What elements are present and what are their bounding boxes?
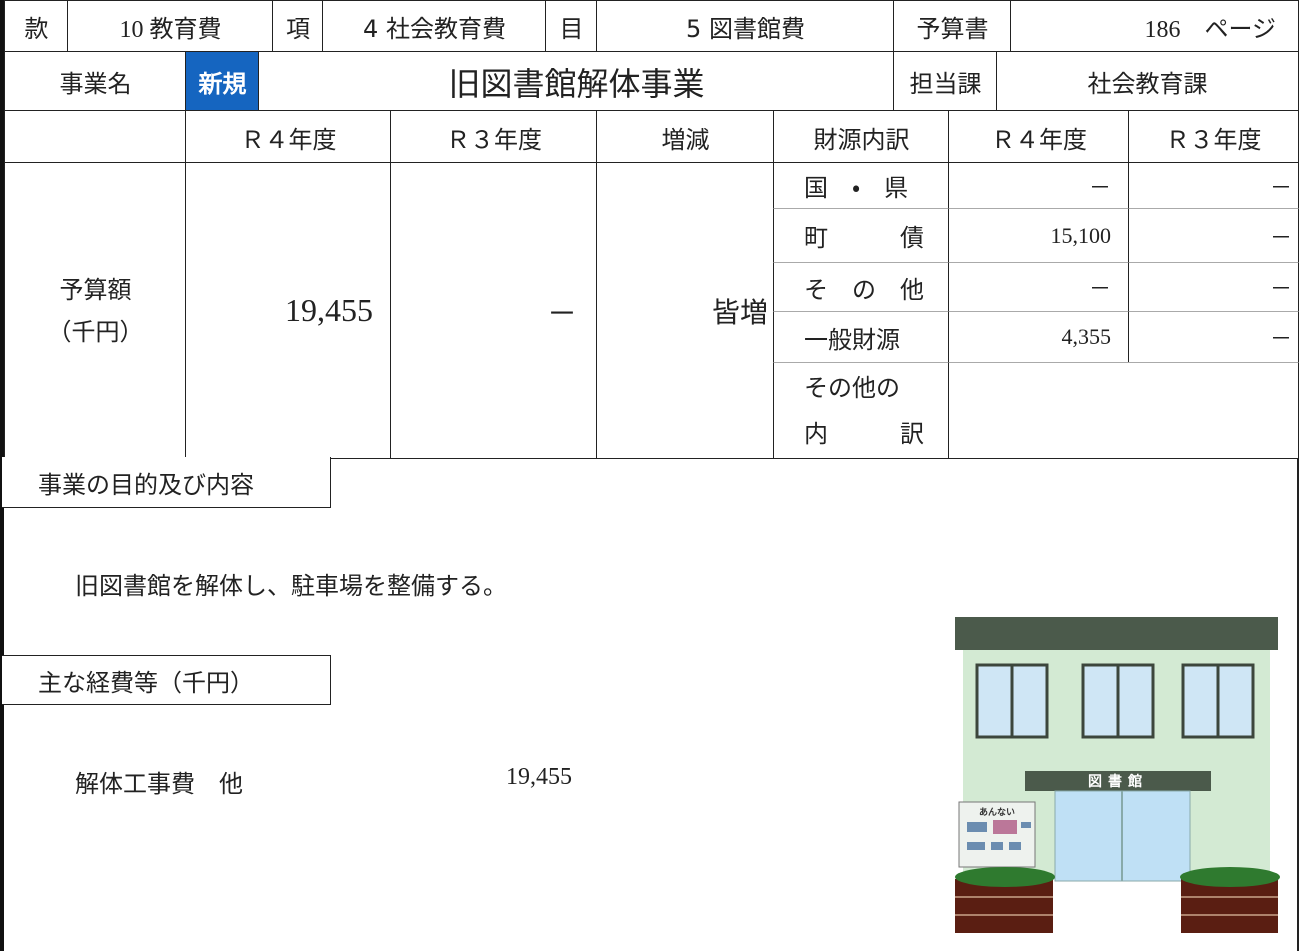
- text: 旧図書館を解体し、駐車場を整備する。: [75, 572, 507, 600]
- funding-r3: －: [1128, 262, 1299, 312]
- funding-r3: －: [1128, 162, 1299, 209]
- funding-label: その他の内 訳: [773, 362, 950, 459]
- board-text: あんない: [979, 807, 1015, 818]
- section-heading: 事業の目的及び内容: [2, 457, 331, 508]
- label: 予算額: [59, 275, 132, 304]
- right-border: [1297, 0, 1299, 951]
- board-items: [967, 820, 1031, 850]
- label: （千円）: [47, 317, 144, 346]
- funding-label: 町 債: [773, 208, 950, 263]
- cell: 事業名: [4, 51, 187, 112]
- section-heading: 主な経費等（千円）: [2, 655, 331, 705]
- library-illustration: 図書館 あんない: [955, 617, 1280, 933]
- sign-text: 図書館: [1088, 773, 1148, 790]
- planters: [955, 867, 1280, 933]
- funding-r3: －: [1128, 311, 1299, 363]
- cell: 担当課: [893, 51, 998, 112]
- cell: 186 ページ: [1010, 0, 1299, 53]
- change: 皆増: [596, 162, 775, 459]
- sign: [1025, 771, 1211, 791]
- amount: 19,455: [185, 162, 392, 459]
- amount: －: [390, 162, 598, 459]
- col-header: Ｒ４年度: [185, 110, 392, 164]
- cell: 目: [545, 0, 598, 53]
- col-header: Ｒ４年度: [948, 110, 1130, 164]
- windows: [975, 663, 1255, 739]
- funding-r4: －: [948, 262, 1130, 312]
- funding-r3: －: [1128, 208, 1299, 263]
- cell: 5 図書館費: [596, 0, 895, 53]
- cell: 項: [272, 0, 324, 53]
- funding-label: 国 ・ 県: [773, 162, 950, 209]
- cost-amount: 19,455: [506, 764, 572, 790]
- funding-r4: 4,355: [948, 311, 1130, 363]
- cell: 予算額 （千円）: [4, 162, 187, 459]
- col-header: Ｒ３年度: [390, 110, 598, 164]
- funding-label: 一般財源: [773, 311, 950, 363]
- badge: 新規: [185, 51, 260, 112]
- cell: 10 教育費: [67, 0, 274, 53]
- label: 内 訳: [804, 419, 924, 448]
- col-header: Ｒ３年度: [1128, 110, 1299, 164]
- cell: 予算書: [893, 0, 1012, 53]
- funding-label: そ の 他: [773, 262, 950, 312]
- label: その他の: [804, 373, 900, 402]
- funding-r4: 15,100: [948, 208, 1130, 263]
- col-header: 財源内訳: [773, 110, 950, 164]
- cell: 社会教育課: [996, 51, 1299, 112]
- roof: [955, 617, 1278, 650]
- project-name: 旧図書館解体事業: [258, 51, 895, 112]
- col-header: 増減: [596, 110, 775, 164]
- funding-blank: [948, 362, 1299, 459]
- funding-r4: －: [948, 162, 1130, 209]
- cell: 款: [4, 0, 69, 53]
- board: [958, 801, 1036, 868]
- cost-name: 解体工事費 他: [75, 770, 243, 798]
- cell: [4, 110, 187, 164]
- cell: 4 社会教育費: [322, 0, 547, 53]
